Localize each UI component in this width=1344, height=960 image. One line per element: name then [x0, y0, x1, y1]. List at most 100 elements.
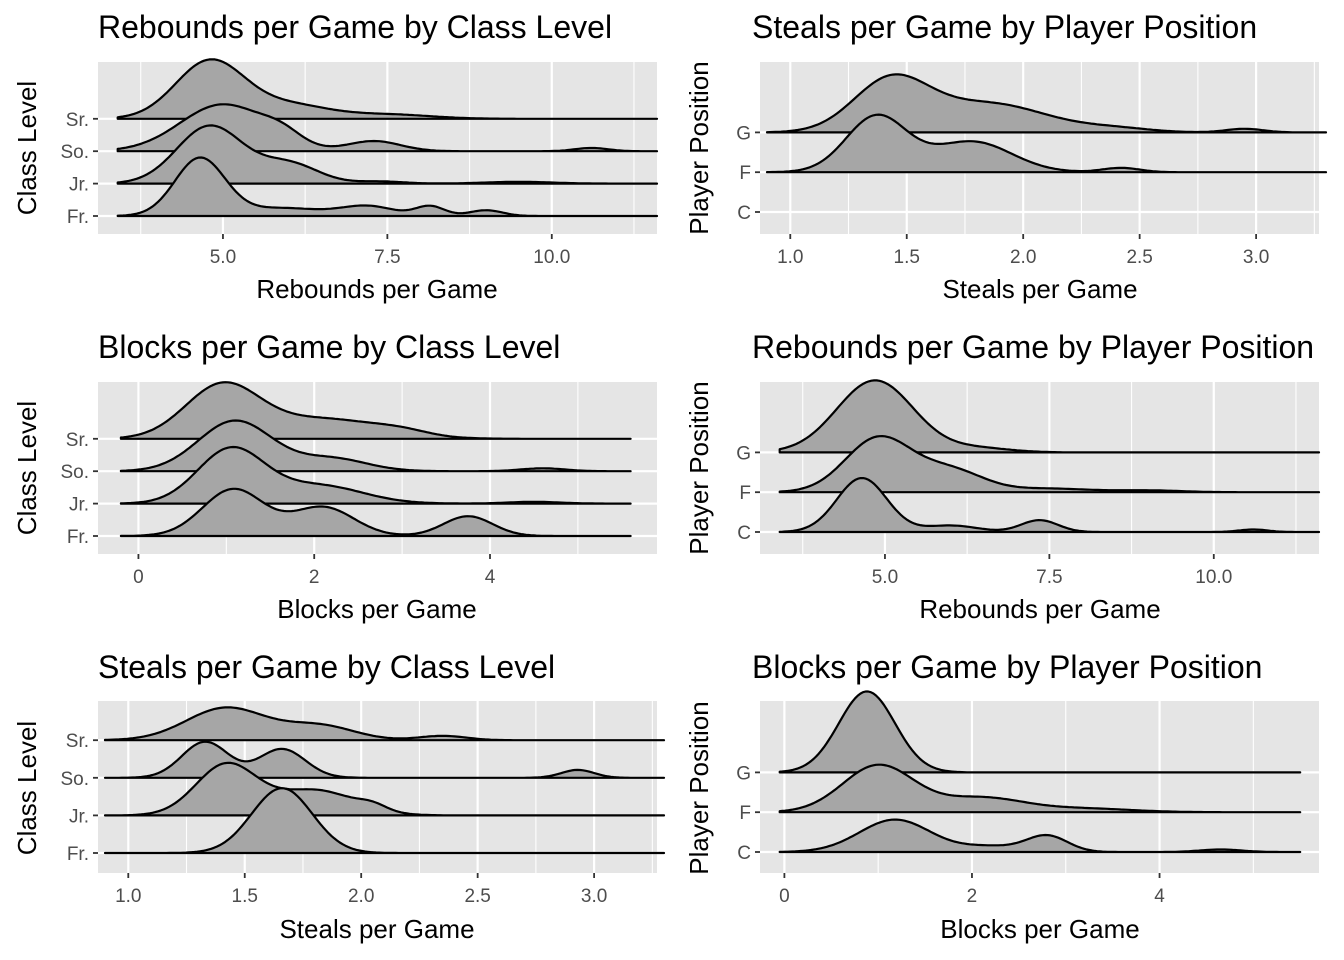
y-tick-label: Jr.: [69, 495, 89, 516]
ridge-fr: [116, 156, 659, 218]
x-axis-ticks: 0 2 4: [779, 873, 1165, 907]
ridge-jr: [116, 124, 659, 185]
x-tick-label: 2.0: [1010, 247, 1036, 268]
x-axis-title: Steals per Game: [942, 274, 1137, 304]
x-tick-label: 2.0: [348, 886, 374, 907]
x-axis-title: Steals per Game: [279, 914, 474, 944]
panel-blocks-by-position: CFG 0 2 4 Blocks per Game by Player Positi…: [684, 649, 1319, 944]
panel-rebounds-by-class: Fr. Jr. So. Sr. 5.0 7.5 10.0 Rebounds per Gam…: [12, 9, 659, 304]
x-tick-label: 10.0: [1195, 567, 1232, 588]
y-tick-label: C: [737, 523, 751, 544]
x-tick-label: 1.5: [894, 247, 920, 268]
chart-title: Blocks per Game by Class Level: [98, 329, 560, 365]
y-tick-label: G: [736, 123, 751, 144]
y-axis-ticks: CFG: [736, 443, 760, 544]
x-axis-title: Rebounds per Game: [256, 274, 497, 304]
x-tick-label: 4: [1154, 886, 1165, 907]
x-tick-label: 7.5: [1036, 567, 1062, 588]
x-tick-label: 1.0: [777, 247, 803, 268]
panel-rebounds-by-position: CFG 5.0 7.5 10.0 Rebounds per Game by Play…: [684, 329, 1321, 624]
y-tick-label: Sr.: [66, 110, 89, 131]
ridge-fr: [103, 787, 666, 855]
panel-blocks-by-class: Fr. Jr. So. Sr. 0 2 4 Blocks per Game by Clas…: [12, 329, 657, 624]
x-axis-ticks: 1.0 1.5 2.0 2.5 3.0: [115, 873, 607, 907]
density-ridges: [119, 381, 632, 538]
density-ridges: [116, 58, 659, 218]
x-axis-ticks: 0 2 4: [133, 554, 496, 588]
y-tick-label: So.: [60, 142, 89, 163]
x-axis-ticks: 5.0 7.5 10.0: [872, 554, 1232, 588]
y-tick-label: G: [736, 443, 751, 464]
y-tick-label: C: [737, 843, 751, 864]
y-tick-label: F: [739, 483, 751, 504]
x-tick-label: 3.0: [581, 886, 607, 907]
ridge-sr: [103, 706, 666, 742]
x-axis-title: Rebounds per Game: [919, 594, 1160, 624]
ridge-f: [778, 763, 1302, 814]
y-axis-ticks: Fr. Jr. So. Sr.: [60, 430, 98, 548]
y-axis-title: Class Level: [12, 401, 42, 535]
x-tick-label: 0: [133, 567, 144, 588]
x-tick-label: 2.5: [464, 886, 490, 907]
chart-title: Rebounds per Game by Player Position: [752, 329, 1314, 365]
x-axis-ticks: 1.0 1.5 2.0 2.5 3.0: [777, 234, 1269, 268]
x-tick-label: 1.5: [232, 886, 258, 907]
y-tick-label: Sr.: [66, 430, 89, 451]
x-tick-label: 2: [309, 567, 320, 588]
x-axis-title: Blocks per Game: [940, 914, 1139, 944]
x-tick-label: 5.0: [872, 567, 898, 588]
y-axis-title: Player Position: [684, 701, 714, 874]
x-axis-title: Blocks per Game: [277, 594, 476, 624]
y-axis-ticks: Fr. Jr. So. Sr.: [60, 731, 98, 865]
y-axis-title: Class Level: [12, 721, 42, 855]
chart-title: Rebounds per Game by Class Level: [98, 9, 612, 45]
ridge-g: [765, 73, 1328, 134]
x-tick-label: 2: [967, 886, 978, 907]
ridge-fr: [119, 487, 632, 538]
y-tick-label: G: [736, 763, 751, 784]
y-tick-label: Jr.: [69, 175, 89, 196]
panel-steals-by-class: Fr. Jr. So. Sr. 1.0 1.5 2.0 2.5 3.0 Steals per …: [12, 649, 666, 944]
x-tick-label: 5.0: [210, 247, 236, 268]
y-axis-title: Class Level: [12, 81, 42, 215]
y-tick-label: Fr.: [67, 844, 89, 865]
y-tick-label: Jr.: [69, 806, 89, 827]
y-tick-label: F: [739, 803, 751, 824]
x-tick-label: 7.5: [374, 247, 400, 268]
y-tick-label: So.: [60, 462, 89, 483]
y-tick-label: Fr.: [67, 527, 89, 548]
y-axis-ticks: CFG: [736, 763, 760, 864]
ridge-jr: [119, 445, 632, 505]
y-tick-label: So.: [60, 769, 89, 790]
x-tick-label: 0: [779, 886, 790, 907]
y-axis-ticks: CFG: [736, 123, 760, 224]
y-tick-label: Sr.: [66, 731, 89, 752]
density-ridges: [765, 73, 1328, 174]
ridge-f: [778, 435, 1321, 494]
ridge-sr: [116, 58, 659, 120]
x-tick-label: 2.5: [1126, 247, 1152, 268]
y-tick-label: C: [737, 203, 751, 224]
ridge-jr: [103, 761, 666, 817]
ridge-c: [778, 818, 1302, 854]
chart-title: Steals per Game by Class Level: [98, 649, 555, 685]
y-axis-title: Player Position: [684, 61, 714, 234]
ridge-g: [778, 690, 1302, 774]
y-tick-label: Fr.: [67, 207, 89, 228]
x-axis-ticks: 5.0 7.5 10.0: [210, 234, 570, 268]
y-tick-label: F: [739, 163, 751, 184]
panel-steals-by-position: CFG 1.0 1.5 2.0 2.5 3.0 Steals per Game by P…: [684, 9, 1328, 304]
ridge-c: [778, 477, 1321, 534]
ridge-g: [778, 379, 1321, 454]
ridge-so: [116, 103, 659, 153]
density-ridges: [778, 690, 1302, 854]
density-ridges: [103, 706, 666, 855]
x-tick-label: 1.0: [115, 886, 141, 907]
chart-title: Blocks per Game by Player Position: [752, 649, 1262, 685]
ridge-f: [765, 113, 1328, 174]
y-axis-ticks: Fr. Jr. So. Sr.: [60, 110, 98, 228]
x-tick-label: 10.0: [533, 247, 570, 268]
density-ridges: [778, 379, 1321, 534]
x-tick-label: 4: [485, 567, 496, 588]
